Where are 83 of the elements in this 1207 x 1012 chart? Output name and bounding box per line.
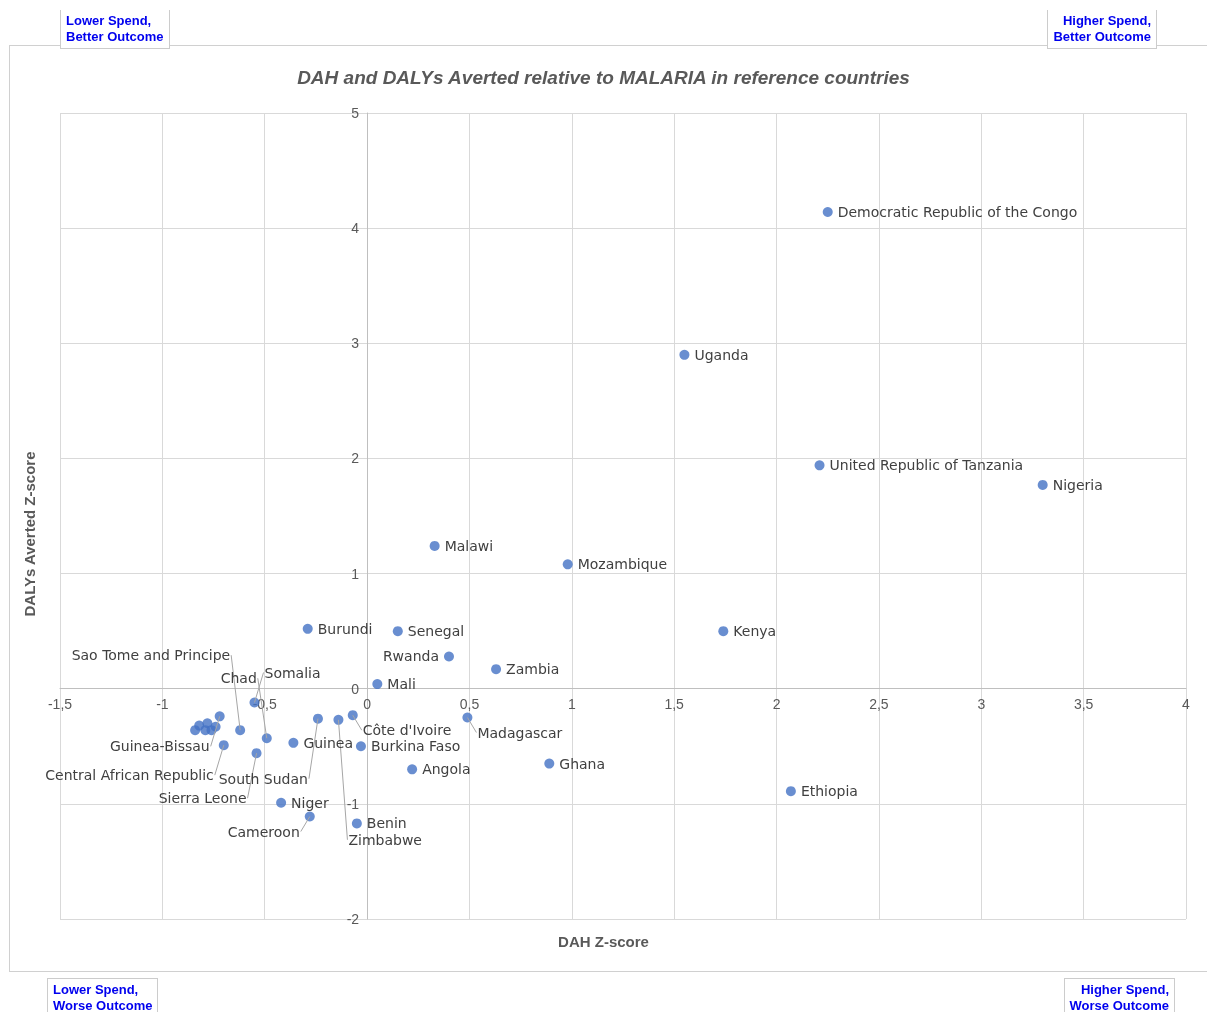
text: Lower Spend, Better Outcome <box>60 10 170 49</box>
annotation: Central African Republic <box>45 767 214 784</box>
x-tick-label: 0,5 <box>459 695 480 712</box>
point <box>562 559 573 570</box>
annotation: Rwanda <box>382 648 439 665</box>
annotation: Sao Tome and Principe <box>71 647 231 664</box>
annotation: Zimbabwe <box>348 831 422 848</box>
annotation: Somalia <box>264 664 321 681</box>
point <box>214 711 225 722</box>
point <box>491 664 502 675</box>
x-tick-label: -0,5 <box>252 695 277 712</box>
point <box>544 758 555 769</box>
point <box>814 460 825 471</box>
annotation: Mali <box>387 676 416 693</box>
annotation: Guinea-Bissau <box>109 738 210 755</box>
y-tick-label: 5 <box>351 105 360 121</box>
point <box>372 679 383 690</box>
x-tick-label: -1 <box>156 695 169 712</box>
annotation: Côte d'Ivoire <box>362 722 452 739</box>
annotation: Madagascar <box>477 724 563 741</box>
x-tick-label: 3,5 <box>1073 695 1094 712</box>
point <box>1037 479 1048 490</box>
point <box>429 540 440 551</box>
annotation: Angola <box>422 761 471 778</box>
annotation: Nigeria <box>1052 476 1103 493</box>
annotation: United Republic of Tanzania <box>829 457 1024 474</box>
x-tick-label: 2,5 <box>869 695 889 712</box>
x-tick-label: 2 <box>772 695 781 712</box>
text: Higher Spend, Better Outcome <box>1047 10 1157 49</box>
point <box>276 797 287 808</box>
x-axis-title: DAH Z-score <box>558 933 649 950</box>
x-tick-label: 3 <box>977 695 986 712</box>
annotation: Chad <box>220 670 257 687</box>
y-tick-label: 0 <box>351 680 360 697</box>
x-tick-label: 4 <box>1182 695 1191 712</box>
y-tick-label: 2 <box>351 450 360 467</box>
annotation: Ghana <box>559 755 606 772</box>
y-axis-title: DALYs Averted Z-score <box>20 451 38 617</box>
point <box>443 651 454 662</box>
annotation: Zambia <box>506 661 560 678</box>
annotation: Guinea <box>303 734 354 751</box>
chart-title: DAH and DALYs Averted relative to MALARIA in reference countries <box>297 67 910 88</box>
text: Lower Spend, Worse Outcome <box>47 978 159 1012</box>
point <box>312 713 323 724</box>
point <box>218 740 229 751</box>
text: Higher Spend, Worse Outcome <box>1063 978 1175 1012</box>
point <box>785 786 796 797</box>
point <box>355 741 366 752</box>
annotation: Burkina Faso <box>370 738 461 755</box>
point <box>679 349 690 360</box>
x-tick-label: 1,5 <box>664 695 685 712</box>
annotation: Burundi <box>317 620 373 637</box>
point <box>302 623 313 634</box>
y-tick-label: 3 <box>351 335 360 352</box>
y-tick-label: 1 <box>351 565 360 582</box>
point <box>347 710 358 721</box>
x-tick-label: 1 <box>567 695 576 712</box>
point <box>351 818 362 829</box>
point <box>333 714 344 725</box>
annotation: Sierra Leone <box>158 790 247 807</box>
annotation: Cameroon <box>227 823 300 840</box>
point <box>288 737 299 748</box>
annotation: Mozambique <box>577 556 668 573</box>
annotation: Benin <box>366 815 407 832</box>
annotation: Ethiopia <box>800 783 858 800</box>
annotation: Senegal <box>407 623 465 640</box>
x-tick-label: 0 <box>363 695 372 712</box>
point <box>261 733 272 744</box>
annotation: Uganda <box>694 346 749 363</box>
point <box>822 207 833 218</box>
annotation: Niger <box>291 794 329 811</box>
annotation: Democratic Republic of the Congo <box>837 204 1078 221</box>
point <box>392 626 403 637</box>
y-tick-label: -2 <box>346 911 360 927</box>
annotation: South Sudan <box>218 770 308 787</box>
annotation: Kenya <box>733 623 777 640</box>
y-tick-label: -1 <box>346 795 360 812</box>
point <box>407 764 418 775</box>
point <box>235 725 246 736</box>
y-tick-label: 4 <box>351 220 360 237</box>
annotation: Malawi <box>444 537 494 554</box>
point <box>718 626 729 637</box>
x-tick-label: -1,5 <box>47 695 73 712</box>
